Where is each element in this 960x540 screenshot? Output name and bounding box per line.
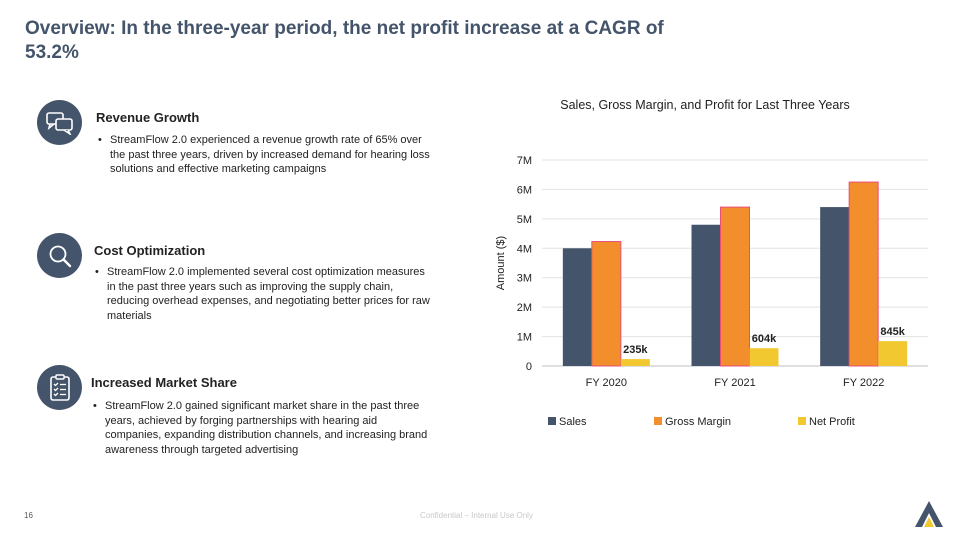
magnifier-icon [37, 233, 82, 278]
bar-net-profit [878, 341, 908, 366]
bar-gross-margin [720, 206, 750, 367]
item-body-text: StreamFlow 2.0 gained significant market… [105, 400, 428, 456]
legend-label: Sales [559, 416, 587, 428]
x-tick-label: FY 2021 [714, 377, 755, 389]
y-tick-label: 5M [517, 214, 532, 226]
bar-chart: 0 1M 2M 3M 4M 5M 6M 7M Amount ($) 235k FY 2020 604k… [495, 155, 928, 428]
bullet: • [98, 134, 102, 146]
bar-sales [562, 248, 592, 366]
page-title: Overview: In the three-year period, the … [25, 18, 664, 63]
item-heading: Revenue Growth [96, 110, 200, 125]
x-tick-label: FY 2020 [586, 377, 627, 389]
y-tick-label: 3M [517, 273, 532, 285]
checklist-icon [37, 365, 82, 410]
page-number: 16 [24, 511, 33, 520]
company-logo [915, 501, 943, 527]
chat-bubbles-icon [37, 100, 82, 145]
y-tick-label: 0 [526, 361, 532, 373]
legend-swatch [548, 417, 556, 425]
item-body-text: StreamFlow 2.0 experienced a revenue gro… [110, 134, 430, 175]
y-tick-label: 1M [517, 332, 532, 344]
y-tick-label: 4M [517, 243, 532, 255]
data-label: 604k [752, 333, 777, 345]
bar-gross-margin [848, 181, 879, 367]
bullet: • [93, 400, 97, 412]
item-body: • StreamFlow 2.0 gained significant mark… [93, 399, 430, 457]
bar-net-profit [620, 359, 650, 366]
bar-net-profit [749, 348, 779, 366]
item-heading: Cost Optimization [94, 243, 206, 258]
legend-label: Net Profit [809, 416, 855, 428]
legend-swatch [798, 417, 806, 425]
x-tick-label: FY 2022 [843, 377, 884, 389]
item-body: • StreamFlow 2.0 implemented several cos… [95, 265, 432, 323]
item-body: • StreamFlow 2.0 experienced a revenue g… [98, 133, 435, 177]
data-label: 235k [623, 344, 648, 356]
bullet: • [95, 266, 99, 278]
y-tick-label: 6M [517, 184, 532, 196]
legend-swatch [654, 417, 662, 425]
bar-sales [691, 224, 721, 366]
item-body-text: StreamFlow 2.0 implemented several cost … [107, 266, 430, 322]
legend-label: Gross Margin [665, 416, 731, 428]
chart-title: Sales, Gross Margin, and Profit for Last… [560, 98, 850, 112]
data-label: 845k [880, 326, 905, 338]
y-tick-label: 7M [517, 155, 532, 167]
bar-gross-margin [591, 241, 622, 367]
bar-sales [820, 207, 850, 366]
y-axis-label: Amount ($) [495, 236, 507, 290]
confidential-footer: Confidential – Internal Use Only [420, 511, 533, 520]
item-heading: Increased Market Share [91, 375, 237, 390]
y-tick-label: 2M [517, 302, 532, 314]
